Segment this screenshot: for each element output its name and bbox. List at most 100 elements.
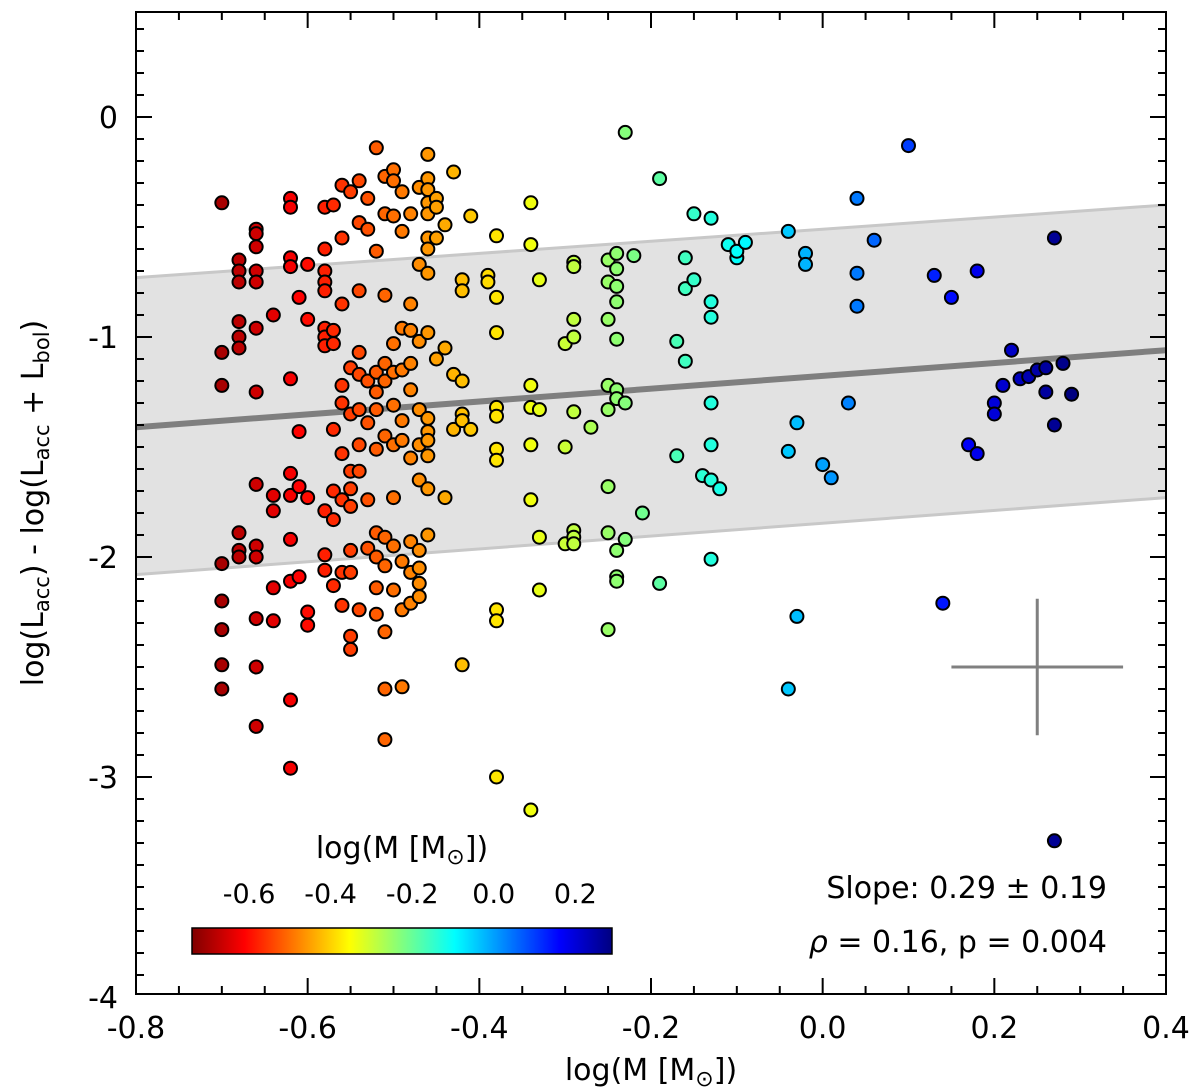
data-point [489, 613, 504, 629]
data-point [523, 195, 539, 211]
y-tick-label: -2 [88, 541, 118, 576]
data-point [386, 490, 401, 506]
data-point [231, 314, 247, 330]
data-point [377, 529, 393, 545]
data-point [368, 549, 384, 565]
data-point [325, 578, 341, 594]
data-point [789, 415, 805, 431]
data-point [248, 718, 264, 734]
x-axis-title: log(M [M⊙]) [565, 1053, 737, 1092]
colorbar: log(M [M⊙]) -0.6 -0.4 -0.2 0.0 0.2 [191, 831, 613, 955]
data-point [523, 377, 539, 393]
data-point [1064, 386, 1080, 402]
data-point [265, 487, 281, 503]
data-point [943, 289, 959, 305]
data-point [265, 307, 281, 323]
data-point [343, 542, 359, 558]
data-point [1046, 230, 1062, 246]
data-point [248, 659, 264, 675]
data-point [669, 448, 685, 464]
data-point [849, 190, 865, 206]
y-tick-label: 0 [99, 101, 118, 136]
data-point [377, 428, 393, 444]
data-point [283, 371, 298, 387]
data-point [351, 602, 367, 618]
data-point [317, 562, 333, 578]
data-point [1038, 360, 1054, 376]
correlation-annotation: ρ = 0.16, p = 0.004 [809, 925, 1107, 960]
data-point [214, 622, 230, 638]
data-point [454, 283, 470, 299]
data-point [986, 406, 1002, 422]
error-bar [951, 598, 1124, 736]
data-point [729, 243, 745, 259]
data-point [703, 395, 719, 411]
data-point [609, 278, 625, 294]
data-point [1046, 417, 1062, 433]
data-point [823, 470, 839, 486]
data-point [325, 512, 341, 528]
data-point [334, 446, 350, 462]
data-point [351, 173, 367, 189]
x-tick-label: 0.4 [1142, 1011, 1190, 1046]
data-point [248, 549, 264, 565]
x-tick-label: -0.6 [278, 1011, 337, 1046]
data-point [420, 265, 436, 281]
data-point [523, 237, 539, 253]
x-tick-labels: -0.8 -0.6 -0.4 -0.2 0.0 0.2 0.4 [107, 1011, 1190, 1046]
data-point [420, 146, 436, 162]
data-point [291, 289, 307, 305]
data-point [403, 534, 419, 550]
data-point [360, 540, 376, 556]
data-point [566, 329, 582, 345]
data-point [386, 538, 401, 554]
data-point [386, 582, 401, 598]
y-tick-label: -4 [88, 981, 118, 1016]
data-point [446, 164, 462, 180]
data-point [428, 230, 444, 246]
fit-line [136, 347, 1166, 431]
data-point [969, 446, 985, 462]
data-point [351, 283, 367, 299]
data-point [1038, 384, 1054, 400]
data-point [652, 171, 668, 187]
x-tick-label: 0.0 [799, 1011, 847, 1046]
data-point [566, 536, 582, 552]
data-point [343, 481, 359, 497]
x-tick-label: -0.8 [107, 1011, 166, 1046]
data-point [428, 199, 444, 215]
data-point [368, 441, 384, 457]
data-point [1004, 342, 1019, 358]
data-point [351, 402, 367, 418]
data-point [531, 529, 547, 545]
data-point [214, 556, 230, 572]
data-point [231, 274, 247, 290]
data-point [420, 527, 436, 543]
data-point [463, 208, 479, 224]
data-point [489, 289, 504, 305]
data-point [411, 333, 427, 349]
colorbar-tick-label: -0.4 [304, 879, 357, 910]
data-point [789, 608, 805, 624]
data-point [394, 184, 410, 200]
data-point [368, 606, 384, 622]
data-point [961, 437, 977, 453]
data-point [386, 336, 401, 352]
data-point [214, 195, 230, 211]
data-point [360, 190, 376, 206]
colorbar-tick-label: -0.6 [223, 879, 276, 910]
data-point [1055, 355, 1071, 371]
data-point [686, 272, 702, 288]
data-point [377, 355, 393, 371]
data-point [214, 377, 230, 393]
data-point [368, 384, 384, 400]
data-point [368, 580, 384, 596]
data-point [901, 138, 916, 154]
data-point [325, 483, 341, 499]
data-point [609, 261, 625, 277]
data-point [411, 589, 427, 605]
data-point [609, 245, 625, 261]
data-point [849, 298, 865, 314]
x-tick-label: -0.2 [622, 1011, 681, 1046]
